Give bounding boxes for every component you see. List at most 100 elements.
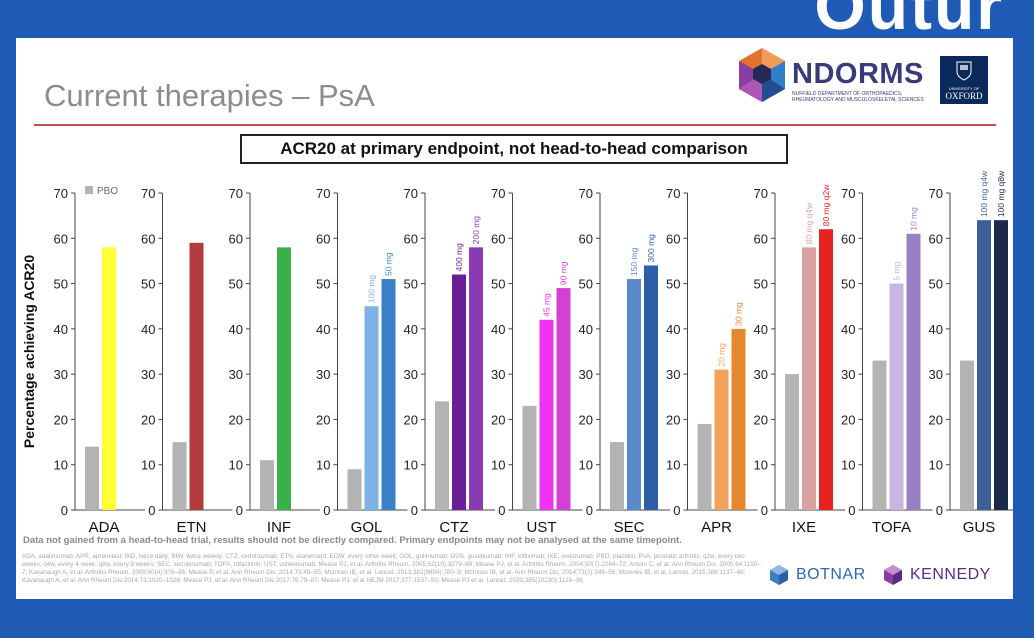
x-category-label: CTZ bbox=[439, 519, 468, 536]
title-divider bbox=[34, 124, 996, 126]
kennedy-hexagon-icon bbox=[884, 565, 902, 585]
y-tick-label: 0 bbox=[236, 503, 243, 518]
y-tick-label: 70 bbox=[141, 186, 155, 201]
ndorms-subtitle: NUFFIELD DEPARTMENT OF ORTHOPAEDICS, RHE… bbox=[792, 91, 924, 103]
bar-sec-2 bbox=[644, 265, 658, 510]
y-tick-label: 60 bbox=[141, 231, 155, 246]
y-tick-label: 70 bbox=[316, 186, 330, 201]
bar-dose-label: 20 mg bbox=[717, 343, 727, 367]
x-category-label: TOFA bbox=[872, 519, 911, 536]
y-tick-label: 20 bbox=[316, 412, 330, 427]
y-tick-label: 70 bbox=[54, 186, 68, 201]
x-category-label: GOL bbox=[351, 519, 383, 536]
y-tick-label: 60 bbox=[666, 231, 680, 246]
y-tick-label: 10 bbox=[929, 458, 943, 473]
y-tick-label: 50 bbox=[666, 277, 680, 292]
bar-dose-label: 30 mg bbox=[734, 302, 744, 326]
ndorms-wordmark: NDORMS bbox=[792, 58, 924, 90]
y-tick-label: 10 bbox=[579, 458, 593, 473]
x-category-label: APR bbox=[701, 519, 732, 536]
bar-gol-0 bbox=[347, 469, 362, 510]
y-tick-label: 70 bbox=[666, 186, 680, 201]
botnar-hexagon-icon bbox=[770, 565, 788, 585]
y-tick-label: 30 bbox=[579, 367, 593, 382]
oxford-subtitle: UNIVERSITY OF bbox=[948, 86, 980, 91]
y-tick-label: 50 bbox=[491, 277, 505, 292]
y-tick-label: 50 bbox=[54, 277, 68, 292]
x-category-label: GUS bbox=[963, 519, 996, 536]
y-tick-label: 30 bbox=[841, 367, 855, 382]
y-tick-label: 20 bbox=[491, 412, 505, 427]
y-tick-label: 10 bbox=[404, 458, 418, 473]
x-category-label: UST bbox=[527, 519, 557, 536]
acr20-chart: Percentage achieving ACR20 0 10 20 30 40 50 60 7… bbox=[21, 170, 1013, 536]
ndorms-logo: NDORMS NUFFIELD DEPARTMENT OF ORTHOPAEDI… bbox=[736, 46, 936, 108]
bar-dose-label: 80 mg q2w bbox=[821, 184, 831, 226]
bar-dose-label: 10 mg bbox=[909, 207, 919, 231]
y-tick-label: 10 bbox=[316, 458, 330, 473]
bar-gol-2 bbox=[381, 279, 396, 510]
bar-inf-1 bbox=[277, 247, 291, 511]
bar-dose-label: 100 mg q8w bbox=[996, 170, 1006, 217]
y-tick-label: 60 bbox=[229, 231, 243, 246]
y-tick-label: 30 bbox=[316, 367, 330, 382]
bar-dose-label: 300 mg bbox=[646, 234, 656, 263]
bar-gol-1 bbox=[364, 306, 379, 510]
bar-sec-1 bbox=[627, 279, 641, 510]
bar-dose-label: 150 mg bbox=[629, 247, 639, 276]
bar-apr-0 bbox=[697, 423, 712, 510]
page-title: Current therapies – PsA bbox=[44, 78, 375, 113]
bar-dose-label: 80 mg q4w bbox=[804, 202, 814, 244]
y-tick-label: 40 bbox=[579, 322, 593, 337]
y-tick-label: 70 bbox=[229, 186, 243, 201]
bar-gus-2 bbox=[994, 220, 1008, 510]
oxford-logo: UNIVERSITY OF OXFORD bbox=[940, 56, 988, 104]
y-tick-label: 0 bbox=[761, 503, 768, 518]
y-tick-label: 50 bbox=[229, 277, 243, 292]
bar-ust-2 bbox=[556, 288, 571, 510]
y-tick-label: 70 bbox=[754, 186, 768, 201]
bar-ixe-1 bbox=[802, 247, 816, 511]
bar-dose-label: 100 mg q4w bbox=[979, 170, 989, 217]
botnar-wordmark: BOTNAR bbox=[796, 566, 866, 583]
x-category-label: ETN bbox=[177, 519, 207, 536]
y-tick-label: 50 bbox=[579, 277, 593, 292]
y-tick-label: 40 bbox=[666, 322, 680, 337]
bar-dose-label: 45 mg bbox=[542, 293, 552, 317]
x-category-label: INF bbox=[267, 519, 291, 536]
bar-dose-label: 5 mg bbox=[892, 261, 902, 280]
bar-dose-label: 200 mg bbox=[471, 216, 481, 245]
bar-tofa-2 bbox=[906, 233, 921, 510]
bar-ada-0 bbox=[85, 446, 99, 510]
y-tick-label: 20 bbox=[929, 412, 943, 427]
oxford-wordmark: OXFORD bbox=[945, 91, 983, 101]
comparison-warning: Data not gained from a head-to-head tria… bbox=[23, 535, 682, 546]
botnar-logo: BOTNAR bbox=[768, 563, 866, 587]
bar-apr-1 bbox=[714, 369, 729, 510]
y-tick-label: 20 bbox=[141, 412, 155, 427]
bar-dose-label: 50 mg bbox=[384, 252, 394, 276]
y-tick-label: 40 bbox=[491, 322, 505, 337]
legend-swatch-pbo bbox=[85, 186, 93, 194]
x-category-label: SEC bbox=[614, 519, 645, 536]
y-tick-label: 50 bbox=[754, 277, 768, 292]
y-tick-label: 40 bbox=[754, 322, 768, 337]
y-tick-label: 70 bbox=[841, 186, 855, 201]
kennedy-logo: KENNEDY bbox=[882, 563, 991, 587]
y-tick-label: 10 bbox=[229, 458, 243, 473]
y-tick-label: 60 bbox=[491, 231, 505, 246]
kennedy-wordmark: KENNEDY bbox=[910, 566, 991, 583]
bar-etn-1 bbox=[189, 242, 204, 511]
y-tick-label: 60 bbox=[841, 231, 855, 246]
y-tick-label: 20 bbox=[229, 412, 243, 427]
bar-ixe-2 bbox=[819, 229, 833, 510]
corner-title-fragment: Outur bbox=[814, 0, 1004, 43]
y-tick-label: 70 bbox=[929, 186, 943, 201]
bar-apr-2 bbox=[731, 328, 746, 510]
y-tick-label: 10 bbox=[141, 458, 155, 473]
y-tick-label: 0 bbox=[411, 503, 418, 518]
bar-ust-0 bbox=[522, 405, 537, 510]
y-tick-label: 20 bbox=[579, 412, 593, 427]
y-tick-label: 60 bbox=[754, 231, 768, 246]
bar-etn-0 bbox=[172, 442, 187, 510]
